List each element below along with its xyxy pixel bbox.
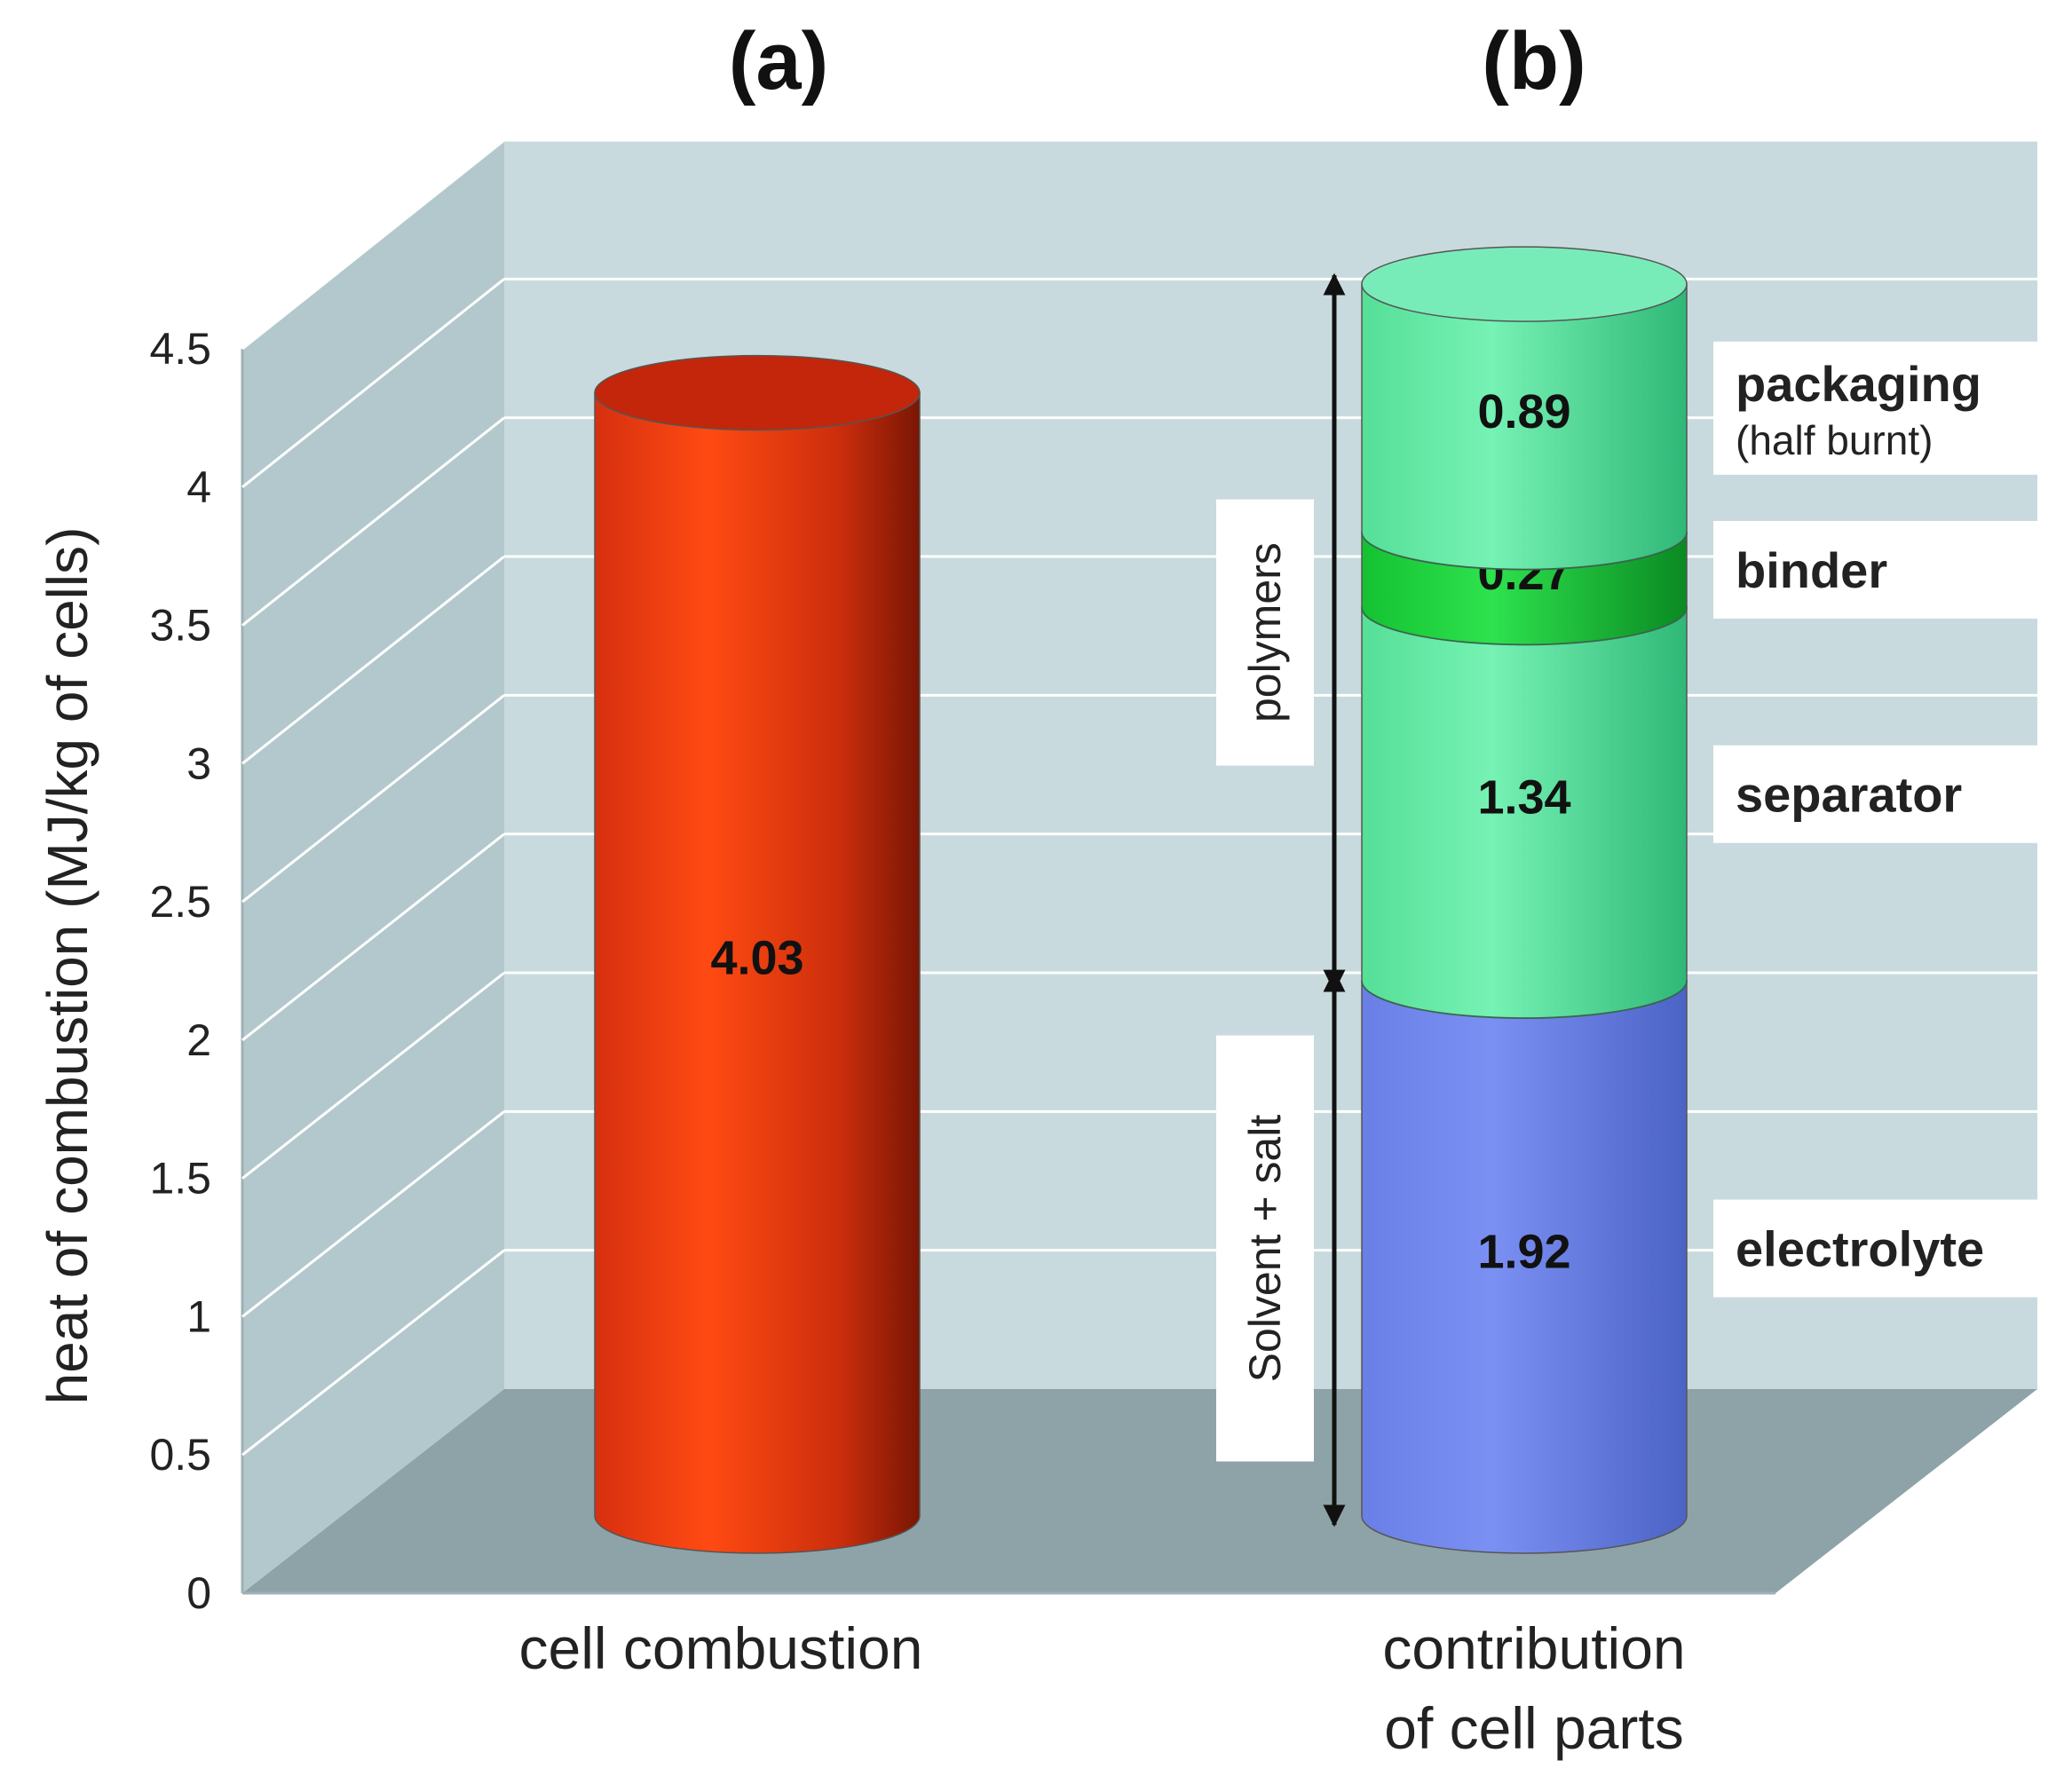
segment-label-box-1 <box>1713 745 2042 843</box>
y-axis-label: heat of combustion (MJ/kg of cells) <box>36 527 99 1405</box>
gridline-side-4 <box>241 833 505 1042</box>
cylinder-1-segment-0 <box>1361 980 1688 1554</box>
cylinder-0-top <box>594 354 921 431</box>
segment-note-label-3: (half burnt) <box>1736 417 1933 463</box>
cylinder-1-value-label-3: 0.89 <box>1477 385 1570 438</box>
cylinder-0-value-label-0: 4.03 <box>710 931 803 984</box>
chart-floor <box>242 1389 2037 1593</box>
segment-label-box-0 <box>1713 1199 2042 1298</box>
category-label-a: cell combustion <box>519 1615 923 1681</box>
segment-name-label-1: separator <box>1736 767 1962 823</box>
group-label-box-1 <box>1216 499 1314 766</box>
group-annotations: Solvent + salt polymers <box>1216 272 1346 1528</box>
gridline-side-3 <box>241 971 505 1180</box>
cylinder-1-segment-2-rim <box>1361 607 1688 646</box>
gridline-side-6 <box>241 555 505 765</box>
segment-name-label-0: electrolyte <box>1736 1221 1984 1277</box>
cylinder-1-segment-1-rim <box>1361 981 1688 1020</box>
gridline-side-2 <box>241 1110 505 1318</box>
cylinder-1-value-label-0: 1.92 <box>1477 1226 1570 1279</box>
cylinder-0-segment-0 <box>594 391 921 1554</box>
bars: 4.031.921.340.270.89 <box>594 246 1688 1554</box>
cylinder-1-top <box>1361 246 1688 322</box>
y-tick-label-1: 0.5 <box>149 1430 211 1480</box>
gridline-side-8 <box>241 278 505 488</box>
y-tick-label-3: 1.5 <box>149 1154 211 1204</box>
y-tick-label-9: 4.5 <box>149 324 211 374</box>
group-label-1: polymers <box>1240 542 1290 722</box>
segment-label-box-2 <box>1713 520 2042 619</box>
gridline-side-1 <box>241 1249 505 1456</box>
y-tick-label-7: 3.5 <box>149 601 211 651</box>
segment-name-label-2: binder <box>1736 542 1887 598</box>
y-tick-label-6: 3 <box>186 738 211 788</box>
cylinder-1-value-label-1: 1.34 <box>1477 771 1570 825</box>
category-label-b-line2: of cell parts <box>1384 1695 1683 1761</box>
y-tick-label-0: 0 <box>186 1568 211 1618</box>
segment-name-label-3: packaging <box>1736 356 1981 412</box>
gridline-side-5 <box>241 694 505 904</box>
y-tick-label-2: 1 <box>186 1291 211 1341</box>
group-label-box-0 <box>1216 1035 1314 1462</box>
group-label-0: Solvent + salt <box>1240 1115 1290 1383</box>
y-tick-label-5: 2.5 <box>149 877 211 927</box>
chart-side-wall <box>242 140 504 1593</box>
panel-b-label: (b) <box>1482 16 1586 107</box>
cylinder-1-segment-3-rim <box>1361 532 1688 571</box>
segment-label-box-3 <box>1713 341 2042 475</box>
segment-name-labels: electrolyte separator binder packaging (half… <box>1713 341 2042 1298</box>
y-tick-labels: 0 0.5 1 1.5 2 2.5 3 3.5 4 4.5 <box>149 324 211 1618</box>
gridline-side-7 <box>241 416 505 627</box>
panel-a-label: (a) <box>729 16 828 107</box>
category-label-b-line1: contribution <box>1382 1615 1685 1681</box>
y-tick-label-8: 4 <box>186 462 211 512</box>
y-tick-label-4: 2 <box>186 1015 211 1065</box>
gridline-side-9 <box>241 138 505 351</box>
